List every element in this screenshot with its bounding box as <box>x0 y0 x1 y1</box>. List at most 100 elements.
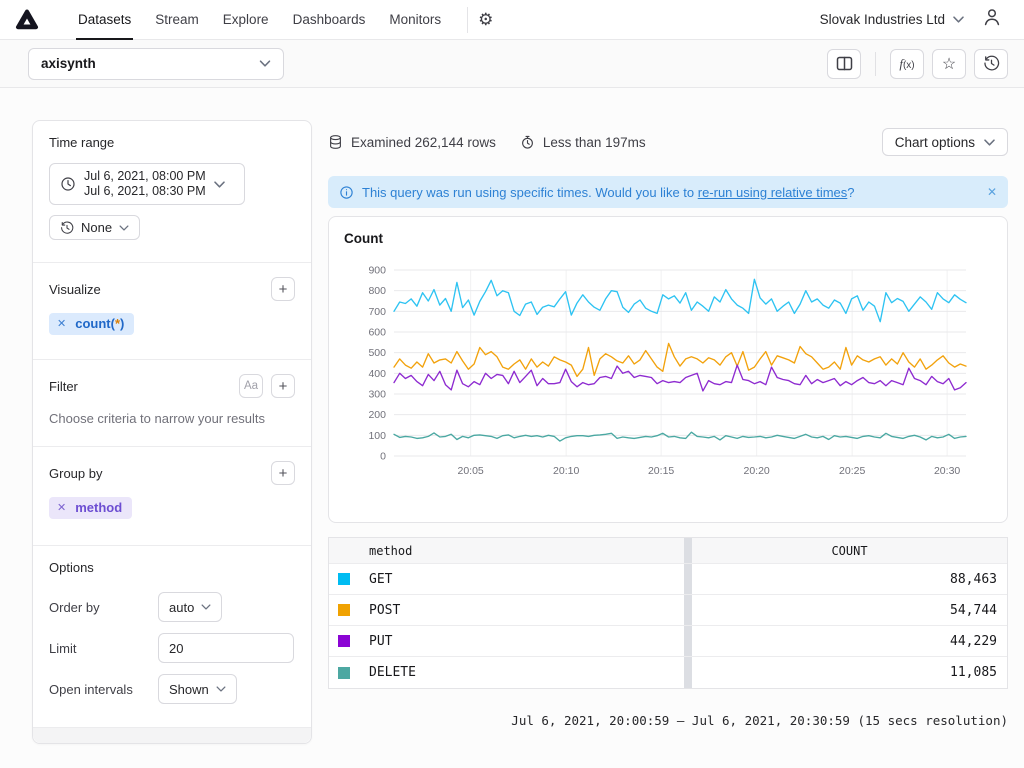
table-row-get[interactable]: GET88,463 <box>329 564 1007 595</box>
y-tick-label: 400 <box>368 368 386 380</box>
x-tick-label: 20:15 <box>648 465 674 477</box>
chevron-down-icon <box>216 686 226 692</box>
series-swatch-cell <box>329 626 359 656</box>
y-tick-label: 300 <box>368 389 386 401</box>
results-table: method COUNTGET88,463POST54,744PUT 44,229D… <box>328 537 1008 689</box>
nav-item-explore[interactable]: Explore <box>211 0 281 40</box>
remove-chip-icon[interactable]: ✕ <box>57 317 66 330</box>
column-divider <box>684 657 692 688</box>
series-color-swatch <box>338 667 350 679</box>
toolbar-divider <box>875 52 876 76</box>
chip-label: count(*) <box>75 316 124 331</box>
rerun-relative-times-link[interactable]: re-run using relative times <box>698 185 848 200</box>
nav-item-datasets[interactable]: Datasets <box>66 0 143 40</box>
add-group-by-button[interactable]: + <box>271 461 295 485</box>
series-line-post <box>394 343 966 376</box>
nav-item-stream[interactable]: Stream <box>143 0 211 40</box>
table-row-delete[interactable]: DELETE11,085 <box>329 657 1007 688</box>
query-duration-text: Less than 197ms <box>543 135 646 150</box>
fx-x: (x) <box>903 60 915 71</box>
series-line-put <box>394 365 966 391</box>
method-cell: POST <box>359 595 684 625</box>
visualize-label: Visualize <box>49 282 101 297</box>
y-tick-label: 900 <box>368 265 386 277</box>
limit-input[interactable] <box>158 633 294 663</box>
chevron-down-icon <box>214 181 225 188</box>
table-row-post[interactable]: POST54,744 <box>329 595 1007 626</box>
y-tick-label: 500 <box>368 347 386 359</box>
y-tick-label: 200 <box>368 409 386 421</box>
docs-book-icon[interactable] <box>827 49 861 79</box>
visualization-chip-count[interactable]: ✕ count(*) <box>49 313 134 335</box>
count-chart-card: Count 20:0520:1020:1520:2020:2520:300100… <box>328 216 1008 523</box>
count-cell: 88,463 <box>692 564 1007 594</box>
axiom-logo-icon[interactable] <box>14 7 40 33</box>
relative-times-banner: This query was run using specific times.… <box>328 176 1008 208</box>
dataset-toolbar: axisynth f(x) ☆ <box>0 40 1024 88</box>
top-nav: DatasetsStreamExploreDashboardsMonitors … <box>0 0 1024 40</box>
chart-options-button[interactable]: Chart options <box>882 128 1008 156</box>
series-line-get <box>394 279 966 321</box>
count-cell: 44,229 <box>692 626 1007 656</box>
compare-against-select[interactable]: None <box>49 215 140 240</box>
functions-fx-icon[interactable]: f(x) <box>890 49 924 79</box>
x-tick-label: 20:10 <box>553 465 579 477</box>
examined-rows-stat: Examined 262,144 rows <box>328 134 496 150</box>
swatch-column-header <box>329 538 359 563</box>
method-cell: PUT <box>359 626 684 656</box>
series-swatch-cell <box>329 564 359 594</box>
column-divider <box>684 564 692 594</box>
dataset-select[interactable]: axisynth <box>28 48 284 80</box>
clock-icon <box>60 176 76 192</box>
star-icon[interactable]: ☆ <box>932 49 966 79</box>
method-column-header[interactable]: method <box>359 538 684 563</box>
series-color-swatch <box>338 604 350 616</box>
y-tick-label: 700 <box>368 306 386 318</box>
settings-gear-icon[interactable]: ⚙ <box>478 11 493 28</box>
y-tick-label: 100 <box>368 430 386 442</box>
add-filter-button[interactable]: + <box>271 374 295 398</box>
query-builder-panel: Time range Jul 6, 2021, 08:00 PM Jul 6, … <box>32 120 312 744</box>
history-icon <box>60 221 74 235</box>
panel-footer-strip <box>33 727 311 743</box>
filter-section: Filter Aa + Choose criteria to narrow yo… <box>33 360 311 447</box>
compare-value: None <box>81 220 112 235</box>
banner-text: This query was run using specific times.… <box>362 185 855 200</box>
banner-close-icon[interactable]: ✕ <box>987 185 997 199</box>
limit-label: Limit <box>49 641 158 656</box>
filter-label: Filter <box>49 379 78 394</box>
open-intervals-select[interactable]: Shown <box>158 674 237 704</box>
visualize-section: Visualize + ✕ count(*) <box>33 263 311 360</box>
query-stats-row: Examined 262,144 rows Less than 197ms Ch… <box>328 128 1008 156</box>
history-icon[interactable] <box>974 49 1008 79</box>
user-avatar-icon[interactable] <box>982 7 1002 32</box>
timeseries-chart[interactable]: 20:0520:1020:1520:2020:2520:300100200300… <box>344 256 994 488</box>
order-by-label: Order by <box>49 600 158 615</box>
x-tick-label: 20:25 <box>839 465 865 477</box>
filter-helper-text: Choose criteria to narrow your results <box>49 411 295 426</box>
count-column-header[interactable]: COUNT <box>692 538 1007 563</box>
options-label: Options <box>49 560 94 575</box>
table-header-row: method COUNT <box>329 538 1007 564</box>
x-tick-label: 20:30 <box>934 465 960 477</box>
column-divider[interactable] <box>684 538 692 563</box>
group-by-label: Group by <box>49 466 102 481</box>
order-by-value: auto <box>169 600 194 615</box>
y-tick-label: 800 <box>368 285 386 297</box>
table-row-put[interactable]: PUT 44,229 <box>329 626 1007 657</box>
remove-chip-icon[interactable]: ✕ <box>57 501 66 514</box>
y-tick-label: 0 <box>380 451 386 463</box>
time-range-section: Time range Jul 6, 2021, 08:00 PM Jul 6, … <box>33 121 311 263</box>
case-sensitivity-button[interactable]: Aa <box>239 374 263 398</box>
org-switcher[interactable]: Slovak Industries Ltd <box>820 12 964 27</box>
nav-divider <box>467 7 468 33</box>
series-swatch-cell <box>329 595 359 625</box>
chart-options-label: Chart options <box>895 135 975 150</box>
group-by-chip-method[interactable]: ✕ method <box>49 497 132 519</box>
order-by-select[interactable]: auto <box>158 592 222 622</box>
nav-item-dashboards[interactable]: Dashboards <box>281 0 378 40</box>
time-range-select[interactable]: Jul 6, 2021, 08:00 PM Jul 6, 2021, 08:30… <box>49 163 245 205</box>
series-swatch-cell <box>329 657 359 688</box>
add-visualization-button[interactable]: + <box>271 277 295 301</box>
nav-item-monitors[interactable]: Monitors <box>377 0 453 40</box>
